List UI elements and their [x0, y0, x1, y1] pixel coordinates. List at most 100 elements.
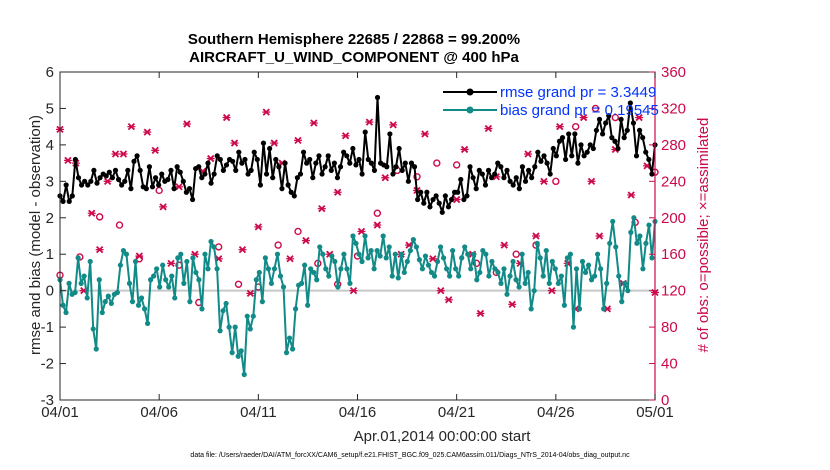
bias-point [422, 253, 429, 259]
rmse-point [257, 182, 263, 188]
bias-point [320, 251, 326, 257]
left-tick-label: -2 [41, 356, 54, 373]
rmse-point [316, 153, 322, 159]
bias-point [72, 289, 78, 296]
bias-point [522, 280, 528, 286]
obs-assimilated-marker [151, 146, 160, 154]
bias-point [84, 295, 90, 301]
obs-assimilated-marker [420, 130, 429, 138]
bias-point [489, 258, 495, 265]
obs-assimilated-marker [460, 145, 469, 154]
bias-point [96, 277, 102, 283]
bias-point [374, 247, 380, 254]
rmse-point [341, 149, 347, 155]
rmse-point [180, 178, 186, 184]
rmse-point [217, 156, 223, 163]
rmse-point [125, 167, 131, 173]
bias-point [75, 255, 81, 261]
obs-assimilated-marker [270, 139, 279, 147]
bias-point [419, 266, 426, 272]
left-tick-label: -3 [41, 392, 54, 409]
bias-point [132, 258, 139, 265]
rmse-point [288, 189, 294, 195]
obs-assimilated-marker [175, 183, 183, 191]
rmse-point [282, 160, 288, 166]
obs-assimilated-marker [444, 296, 453, 304]
bias-point [561, 302, 567, 308]
data-file-footnote: data file: /Users/raeder/DAI/ATM_forcXX/… [190, 452, 630, 459]
rmse-point [464, 193, 470, 199]
rmse-point [646, 156, 652, 163]
bias-point [368, 247, 374, 254]
rmse-point [547, 171, 553, 177]
bias-point [199, 306, 205, 312]
rmse-point [612, 138, 618, 144]
rmse-point [455, 189, 461, 195]
left-tick-label: 1 [46, 246, 54, 263]
bias-point [184, 258, 190, 265]
left-y-axis-ticks: -3 -2 -1 0 1 2 3 4 5 6 [41, 64, 66, 409]
rmse-point [436, 200, 442, 206]
obs-assimilated-marker [246, 289, 255, 298]
obs-assimilated-marker [309, 119, 318, 127]
bias-point [585, 262, 592, 268]
bias-point [114, 289, 120, 296]
bias-point [495, 269, 501, 276]
rmse-point [507, 178, 513, 184]
rmse-point [485, 167, 492, 173]
bias-point [120, 247, 127, 254]
bias-point [154, 266, 160, 272]
obs-assimilated-marker [230, 139, 239, 147]
bias-point [299, 280, 305, 286]
bias-point [93, 346, 99, 352]
bias-point [440, 255, 447, 261]
bias-point [410, 237, 416, 243]
bias-point [338, 266, 344, 272]
rmse-point [559, 135, 566, 141]
bias-point [453, 266, 459, 272]
bias-point [190, 255, 196, 261]
bias-point [531, 288, 537, 294]
bias-point [166, 284, 172, 290]
bias-point [413, 244, 419, 250]
bias-point [459, 255, 465, 261]
rmse-point [186, 186, 193, 192]
obs-assimilated-marker [262, 108, 271, 116]
bias-point [99, 309, 105, 316]
bias-point [519, 251, 525, 257]
rmse-point [575, 160, 581, 166]
rmse-point [291, 193, 297, 199]
obs-assimilated-marker [111, 150, 120, 158]
bias-point [579, 258, 586, 265]
obs-assimilated-marker [349, 287, 358, 295]
right-tick-label: 80 [661, 319, 678, 336]
rmse-point [300, 149, 307, 155]
bias-point [286, 335, 293, 341]
rmse-point [66, 198, 72, 204]
bias-point [362, 233, 368, 239]
bias-point [462, 244, 468, 250]
bias-point [555, 280, 561, 286]
rmse-point [171, 186, 177, 192]
rmse-point [174, 164, 180, 170]
bias-point [117, 262, 124, 268]
right-y-axis-label: # of obs: o=possible; ×=assimilated [695, 118, 712, 353]
obs-possible-marker [413, 173, 421, 181]
rmse-point [433, 193, 439, 199]
right-tick-label: 280 [661, 137, 686, 154]
rmse-point [609, 135, 615, 141]
left-tick-label: 0 [46, 283, 54, 300]
bias-point [271, 266, 278, 272]
obs-possible-marker [294, 227, 302, 236]
rmse-point [408, 160, 415, 166]
obs-possible-marker [472, 259, 481, 268]
rmse-point [205, 160, 211, 166]
rmse-point [393, 164, 399, 170]
bias-point [428, 269, 435, 276]
rmse-point [618, 116, 624, 122]
bias-point [619, 299, 625, 305]
rmse-point [529, 175, 535, 181]
bias-point [256, 269, 262, 276]
rmse-point [260, 140, 267, 146]
bias-point [350, 233, 356, 239]
